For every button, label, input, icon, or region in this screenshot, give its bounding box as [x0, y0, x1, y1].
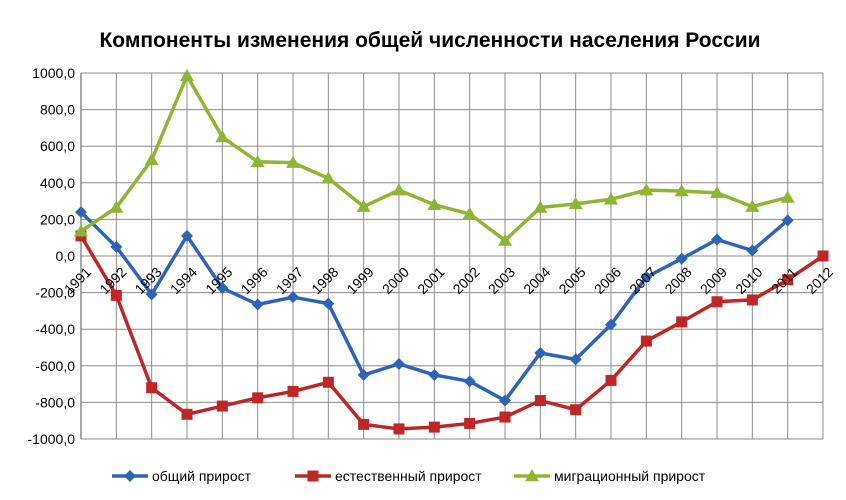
y-axis-ticks: 1000,0 800,0 600,0 400,0 200,0 0,0 -200,0 -400,… [28, 65, 76, 447]
data-point [356, 199, 371, 212]
data-point [498, 233, 512, 246]
data-point [533, 200, 548, 213]
data-point [570, 404, 582, 416]
legend-item: миграционный прирост [514, 468, 706, 484]
data-point [428, 368, 441, 381]
data-point [321, 171, 336, 184]
y-tick-label: 600,0 [40, 138, 75, 154]
data-point [109, 200, 124, 213]
data-point [110, 289, 122, 301]
data-point [181, 408, 193, 420]
data-point [392, 183, 406, 196]
data-point [287, 291, 299, 304]
legend-marker [124, 470, 136, 482]
chart-title: Компоненты изменения общей численности н… [99, 29, 760, 52]
y-tick-label: -1000,0 [28, 431, 76, 447]
y-tick-label: 400,0 [40, 175, 75, 191]
legend-label: общий прирост [152, 468, 252, 484]
y-tick-label: 800,0 [40, 102, 75, 118]
data-point [74, 224, 88, 237]
data-point [604, 192, 618, 205]
data-point [462, 206, 477, 220]
legend-item: естественный прирост [295, 468, 482, 484]
data-point [393, 357, 405, 370]
data-point [711, 296, 723, 308]
series-line [79, 234, 824, 431]
data-point [817, 250, 829, 262]
y-tick-label: 200,0 [40, 211, 75, 227]
legend-item: общий прирост [112, 468, 252, 484]
data-point [252, 392, 264, 404]
data-point [499, 394, 511, 407]
data-point [640, 335, 652, 347]
data-point [393, 423, 405, 435]
data-point [357, 368, 370, 381]
series-1 [75, 206, 794, 407]
data-point [780, 190, 795, 203]
data-point [499, 411, 511, 423]
data-point [322, 376, 334, 388]
data-point [534, 395, 546, 407]
data-point [711, 233, 723, 246]
y-tick-label: -600,0 [35, 358, 75, 374]
data-point [251, 298, 264, 311]
data-point [781, 214, 794, 227]
x-tick-label: 2011 [768, 264, 801, 297]
data-point [322, 297, 335, 310]
data-point [75, 206, 87, 219]
series-layer [74, 68, 829, 435]
data-point [782, 274, 794, 286]
data-point [745, 199, 760, 212]
data-point [358, 418, 370, 430]
data-point [215, 130, 230, 143]
data-point [216, 282, 229, 295]
y-tick-label: 0,0 [56, 248, 76, 264]
legend-marker [307, 470, 319, 482]
y-tick-label: -200,0 [35, 285, 75, 301]
data-point [464, 417, 476, 429]
data-point [287, 385, 299, 397]
legend-marker [525, 469, 539, 482]
data-point [605, 318, 617, 331]
data-point [427, 197, 442, 211]
y-tick-label: -800,0 [35, 394, 75, 410]
data-point [676, 316, 688, 328]
data-point [568, 196, 583, 210]
series-2 [75, 230, 829, 435]
data-point [710, 185, 724, 199]
data-point [534, 346, 547, 359]
legend-label: миграционный прирост [554, 468, 706, 484]
legend: общий прирост естественный прирост миграци… [112, 468, 706, 484]
data-point [181, 229, 193, 242]
legend-label: естественный прирост [335, 468, 482, 484]
data-point [428, 421, 440, 433]
data-point [145, 288, 158, 301]
data-point [639, 183, 654, 196]
data-point [746, 294, 758, 306]
data-point [675, 252, 688, 265]
data-point [110, 240, 123, 253]
y-tick-label: 1000,0 [32, 65, 75, 81]
y-tick-label: -400,0 [35, 321, 75, 337]
grid [80, 72, 824, 440]
data-point [605, 374, 617, 386]
data-point [146, 382, 158, 394]
data-point [216, 400, 228, 412]
data-point [144, 152, 159, 166]
series-3 [74, 68, 795, 246]
data-point [286, 155, 300, 168]
data-point [640, 271, 653, 284]
data-point [746, 244, 759, 257]
data-point [569, 353, 582, 366]
data-point [463, 375, 476, 388]
data-point [674, 184, 689, 197]
data-point [180, 68, 194, 81]
data-point [250, 154, 265, 168]
